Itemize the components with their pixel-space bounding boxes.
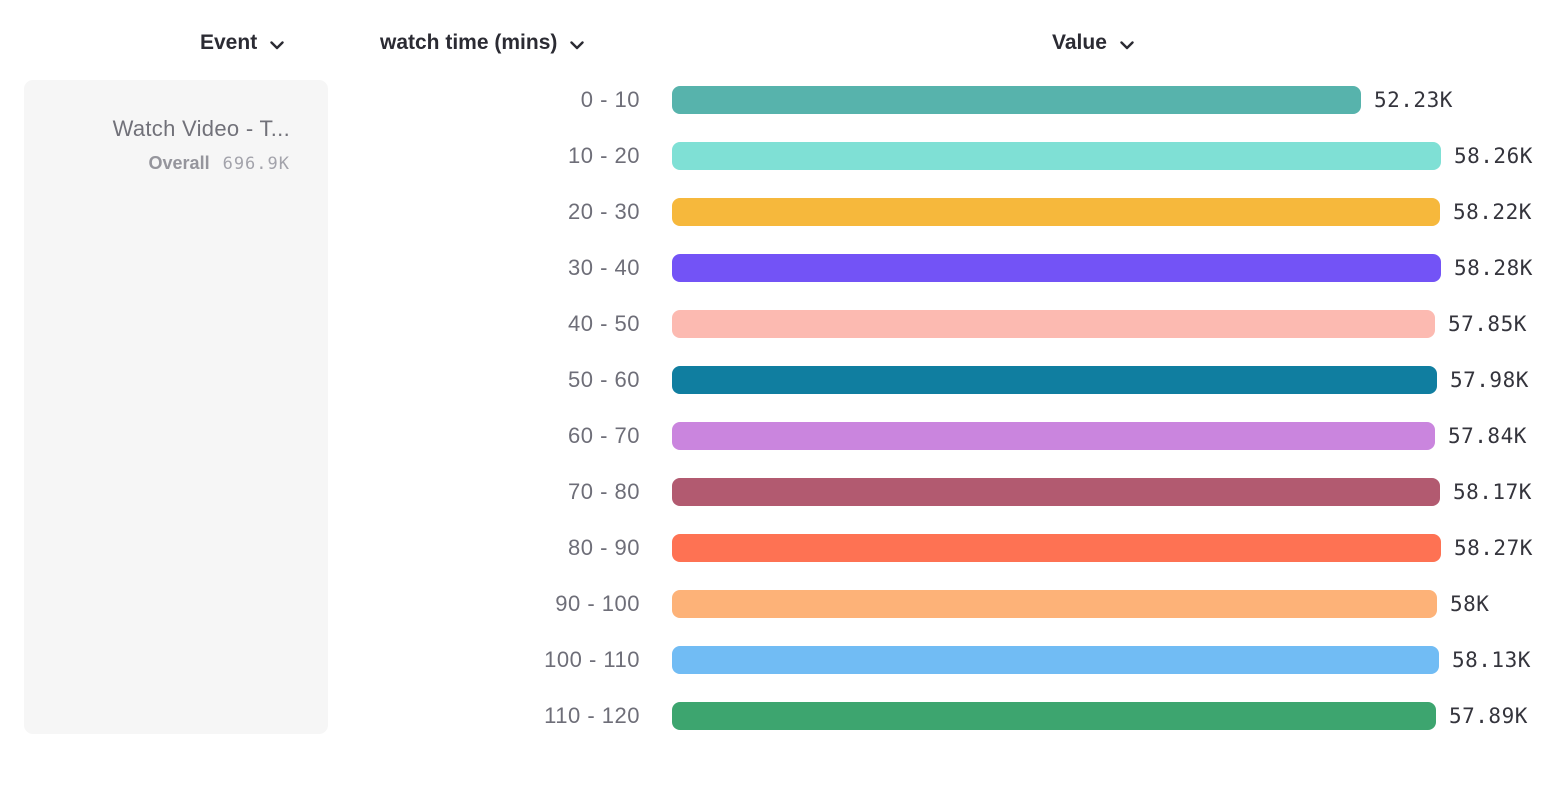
bar-segment[interactable] — [672, 478, 1440, 506]
value-label: 58.26K — [1454, 144, 1533, 168]
column-header-breakdown-dropdown[interactable]: watch time (mins) — [380, 29, 585, 56]
category-label: 50 - 60 — [568, 367, 640, 392]
bar-segment[interactable] — [672, 142, 1441, 170]
value-label: 58.22K — [1453, 200, 1532, 224]
category-label: 90 - 100 — [555, 591, 640, 616]
bar-segment[interactable] — [672, 702, 1436, 730]
column-header-breakdown-label: watch time (mins) — [380, 30, 558, 54]
value-label: 57.89K — [1449, 704, 1528, 728]
category-label: 100 - 110 — [544, 647, 640, 672]
bar-segment[interactable] — [672, 366, 1437, 394]
value-label: 57.85K — [1448, 312, 1527, 336]
event-title: Watch Video - T... — [112, 116, 290, 141]
category-label: 70 - 80 — [568, 479, 640, 504]
value-label: 52.23K — [1374, 88, 1453, 112]
bar-segment[interactable] — [672, 590, 1437, 618]
value-label: 57.98K — [1450, 368, 1529, 392]
category-label: 20 - 30 — [568, 199, 640, 224]
bar-segment[interactable] — [672, 646, 1439, 674]
chart-row: 70 - 80 58.17K — [0, 464, 1533, 520]
category-label: 80 - 90 — [568, 535, 640, 560]
column-header-event-dropdown[interactable]: Event — [200, 29, 284, 56]
chart-row: 20 - 30 58.22K — [0, 184, 1533, 240]
bar-chart: 0 - 10 52.23K 10 - 20 58.26K 20 - 30 58.22K 30… — [0, 72, 1533, 744]
category-label: 40 - 50 — [568, 311, 640, 336]
chart-row: 110 - 120 57.89K — [0, 688, 1533, 744]
bar-segment[interactable] — [672, 422, 1435, 450]
overall-label: Overall — [148, 153, 210, 173]
bar-segment[interactable] — [672, 534, 1441, 562]
column-header-value-label: Value — [1052, 30, 1107, 54]
chart-row: 90 - 100 58K — [0, 576, 1533, 632]
bar-segment[interactable] — [672, 198, 1440, 226]
event-overall-row: Overall 696.9K — [24, 153, 290, 174]
chart-row: 0 - 10 52.23K — [0, 72, 1533, 128]
bar-segment[interactable] — [672, 86, 1361, 114]
value-label: 58.28K — [1454, 256, 1533, 280]
chart-row: 40 - 50 57.85K — [0, 296, 1533, 352]
chart-row: 60 - 70 57.84K — [0, 408, 1533, 464]
event-card[interactable]: Watch Video - T... Overall 696.9K — [24, 80, 328, 734]
overall-value: 696.9K — [222, 154, 290, 174]
category-label: 60 - 70 — [568, 423, 640, 448]
column-header-value-dropdown[interactable]: Value — [1052, 29, 1134, 56]
category-label: 110 - 120 — [544, 703, 640, 728]
chevron-down-icon — [270, 32, 284, 56]
value-label: 58.27K — [1454, 536, 1533, 560]
category-label: 0 - 10 — [580, 87, 640, 112]
value-label: 57.84K — [1448, 424, 1527, 448]
value-label: 58.13K — [1452, 648, 1531, 672]
chart-row: 80 - 90 58.27K — [0, 520, 1533, 576]
value-label: 58.17K — [1453, 480, 1532, 504]
bar-segment[interactable] — [672, 310, 1435, 338]
chart-row: 100 - 110 58.13K — [0, 632, 1533, 688]
chart-row: 50 - 60 57.98K — [0, 352, 1533, 408]
chevron-down-icon — [570, 32, 585, 56]
chart-row: 30 - 40 58.28K — [0, 240, 1533, 296]
value-label: 58K — [1450, 592, 1490, 616]
column-header-event-label: Event — [200, 30, 258, 54]
chart-row: 10 - 20 58.26K — [0, 128, 1533, 184]
bar-segment[interactable] — [672, 254, 1441, 282]
category-label: 10 - 20 — [568, 143, 640, 168]
category-label: 30 - 40 — [568, 255, 640, 280]
chevron-down-icon — [1120, 32, 1134, 56]
